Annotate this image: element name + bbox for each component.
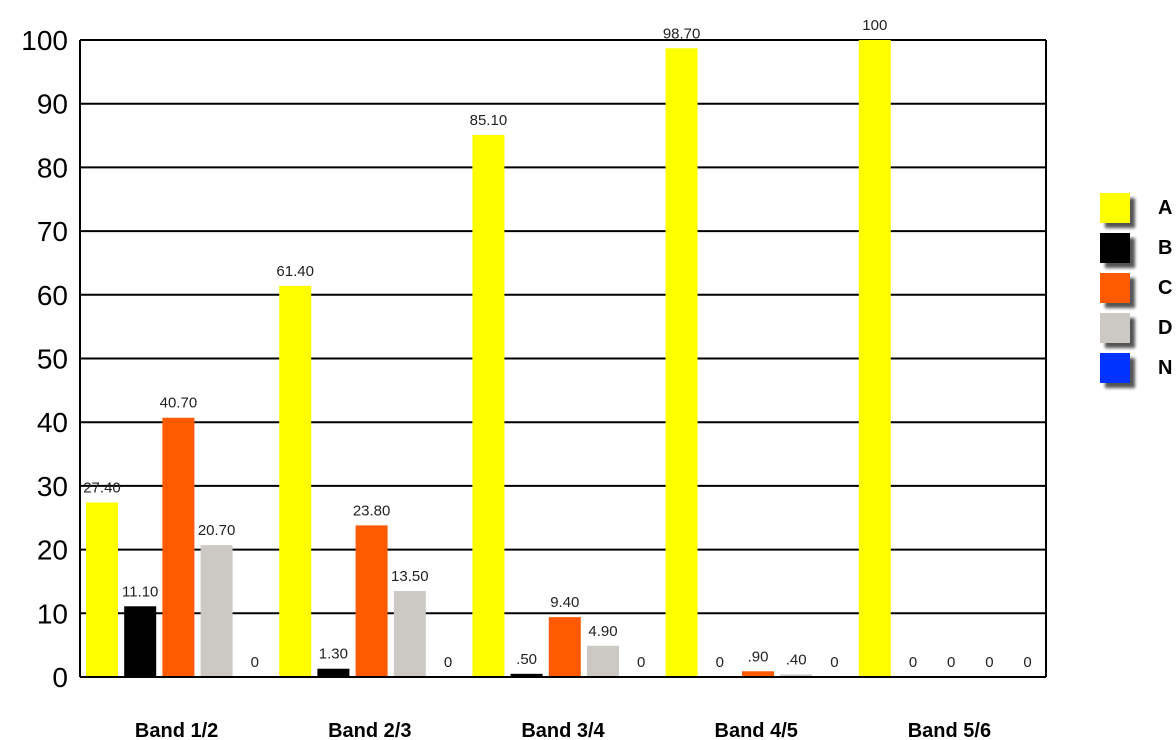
legend-swatch-a	[1100, 193, 1130, 223]
bar	[200, 545, 233, 677]
data-label: 0	[716, 654, 724, 671]
bar	[587, 645, 619, 677]
y-tick-label: 20	[37, 535, 68, 566]
y-tick-label: 50	[37, 344, 68, 375]
legend-swatch-n	[1100, 353, 1130, 383]
data-label: 0	[830, 654, 838, 671]
bar	[858, 40, 891, 677]
data-label: .40	[786, 651, 807, 668]
y-tick-label: 100	[21, 25, 68, 56]
legend-label-b: B	[1158, 237, 1173, 259]
y-tick-label: 90	[37, 89, 68, 120]
bar	[472, 134, 505, 678]
y-tick-label: 10	[37, 598, 68, 629]
legend-label-c: C	[1158, 277, 1173, 299]
data-label: .50	[516, 651, 537, 668]
data-label: 0	[985, 654, 993, 671]
legend-label-a: A	[1158, 197, 1173, 219]
x-tick-label: Band 3/4	[521, 720, 605, 740]
data-label: 9.40	[550, 594, 579, 611]
legend-label-d: D	[1158, 317, 1173, 339]
bar	[124, 606, 157, 677]
legend-swatch-c	[1100, 273, 1130, 303]
y-tick-label: 40	[37, 407, 68, 438]
x-tick-label: Band 5/6	[908, 720, 991, 740]
data-label: 0	[1023, 654, 1031, 671]
bar	[665, 48, 698, 677]
x-tick-label: Band 1/2	[135, 720, 218, 740]
data-label: 40.70	[160, 395, 198, 412]
data-label: 100	[862, 17, 887, 34]
bar	[548, 617, 581, 677]
y-tick-label: 70	[37, 216, 68, 247]
data-label: 0	[947, 654, 955, 671]
bar	[393, 591, 426, 677]
data-label: 23.80	[353, 502, 391, 519]
bar	[86, 502, 118, 677]
data-label: 61.40	[276, 263, 314, 280]
data-label: .90	[748, 648, 769, 665]
bar	[279, 285, 312, 677]
data-label: 0	[637, 654, 645, 671]
bar	[742, 671, 774, 677]
data-label: 98.70	[663, 25, 701, 42]
bar	[355, 525, 388, 677]
data-label: 27.40	[83, 479, 121, 496]
legend-label-n: N	[1158, 357, 1173, 379]
legend-swatch-d	[1100, 313, 1130, 343]
bar	[317, 668, 350, 677]
data-label: 0	[909, 654, 917, 671]
data-label: 13.50	[391, 568, 429, 585]
legend-swatch-b	[1100, 233, 1130, 263]
bar	[162, 417, 195, 677]
y-tick-label: 30	[37, 471, 68, 502]
y-tick-label: 60	[37, 280, 68, 311]
data-label: 0	[251, 654, 259, 671]
data-label: 4.90	[588, 623, 617, 640]
y-tick-label: 0	[52, 662, 68, 693]
data-label: 85.10	[470, 112, 508, 129]
data-label: 0	[444, 654, 452, 671]
y-tick-label: 80	[37, 152, 68, 183]
bar	[780, 674, 813, 677]
x-tick-label: Band 4/5	[715, 720, 798, 740]
data-label: 1.30	[319, 646, 348, 663]
bar	[510, 673, 543, 677]
data-label: 20.70	[198, 522, 236, 539]
data-label: 11.10	[122, 583, 158, 600]
x-tick-label: Band 2/3	[328, 720, 411, 740]
